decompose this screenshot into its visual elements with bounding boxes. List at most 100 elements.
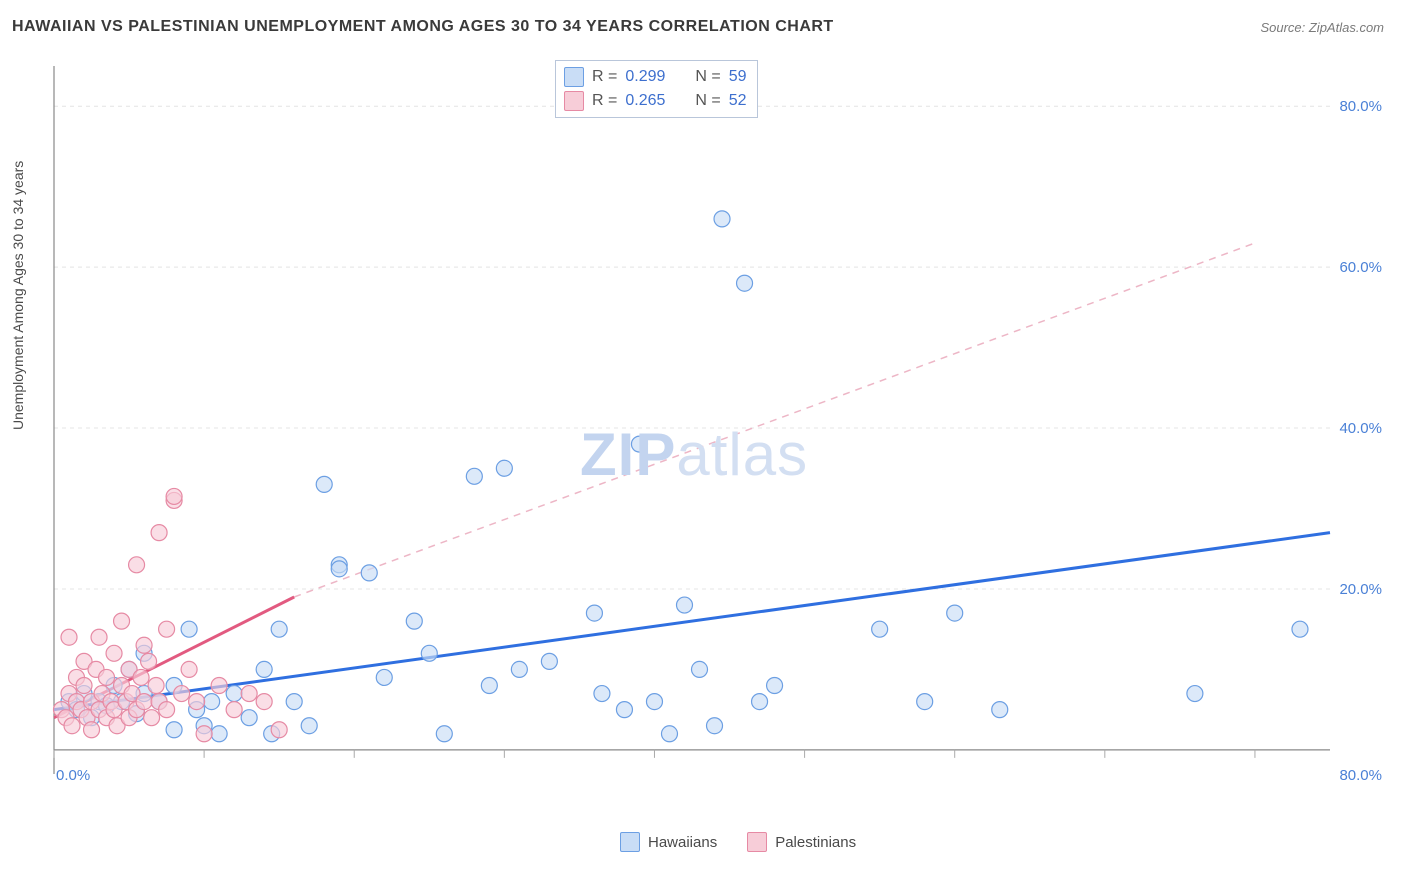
point-hawaiians bbox=[271, 621, 287, 637]
point-hawaiians bbox=[241, 710, 257, 726]
source-label: Source: ZipAtlas.com bbox=[1260, 20, 1384, 35]
point-hawaiians bbox=[226, 686, 242, 702]
point-hawaiians bbox=[496, 460, 512, 476]
point-hawaiians bbox=[204, 694, 220, 710]
point-hawaiians bbox=[646, 694, 662, 710]
point-hawaiians bbox=[1292, 621, 1308, 637]
x-tick-label: 80.0% bbox=[1339, 767, 1382, 784]
legend-series: Hawaiians Palestinians bbox=[620, 832, 856, 852]
point-hawaiians bbox=[1187, 686, 1203, 702]
point-hawaiians bbox=[676, 597, 692, 613]
x-tick-label: 0.0% bbox=[56, 767, 90, 784]
legend-label: Palestinians bbox=[775, 834, 856, 851]
y-axis-label: Unemployment Among Ages 30 to 34 years bbox=[10, 161, 26, 430]
legend-row: R = 0.299 N = 59 bbox=[564, 65, 747, 89]
point-palestinians bbox=[141, 653, 157, 669]
point-hawaiians bbox=[752, 694, 768, 710]
trendline-palestinians-extrapolated bbox=[294, 243, 1255, 597]
legend-r-value: 0.265 bbox=[625, 92, 665, 110]
point-hawaiians bbox=[181, 621, 197, 637]
point-hawaiians bbox=[707, 718, 723, 734]
point-hawaiians bbox=[947, 605, 963, 621]
point-palestinians bbox=[189, 694, 205, 710]
point-hawaiians bbox=[737, 275, 753, 291]
point-hawaiians bbox=[631, 436, 647, 452]
point-hawaiians bbox=[361, 565, 377, 581]
legend-n-label: N = bbox=[695, 92, 720, 110]
point-hawaiians bbox=[481, 678, 497, 694]
point-palestinians bbox=[226, 702, 242, 718]
legend-r-label: R = bbox=[592, 68, 617, 86]
point-hawaiians bbox=[436, 726, 452, 742]
point-hawaiians bbox=[992, 702, 1008, 718]
legend-correlation: R = 0.299 N = 59 R = 0.265 N = 52 bbox=[555, 60, 758, 118]
legend-n-value: 52 bbox=[729, 92, 747, 110]
point-palestinians bbox=[136, 637, 152, 653]
point-palestinians bbox=[84, 722, 100, 738]
point-palestinians bbox=[133, 669, 149, 685]
point-palestinians bbox=[166, 488, 182, 504]
point-hawaiians bbox=[166, 722, 182, 738]
legend-label: Hawaiians bbox=[648, 834, 717, 851]
point-hawaiians bbox=[331, 561, 347, 577]
point-hawaiians bbox=[692, 661, 708, 677]
point-hawaiians bbox=[511, 661, 527, 677]
point-hawaiians bbox=[714, 211, 730, 227]
point-hawaiians bbox=[541, 653, 557, 669]
point-hawaiians bbox=[594, 686, 610, 702]
legend-n-label: N = bbox=[695, 68, 720, 86]
point-palestinians bbox=[114, 613, 130, 629]
y-tick-label: 40.0% bbox=[1339, 420, 1382, 437]
point-palestinians bbox=[91, 629, 107, 645]
point-hawaiians bbox=[466, 468, 482, 484]
legend-r-label: R = bbox=[592, 92, 617, 110]
point-palestinians bbox=[99, 669, 115, 685]
point-palestinians bbox=[61, 629, 77, 645]
legend-item: Hawaiians bbox=[620, 832, 717, 852]
legend-swatch bbox=[747, 832, 767, 852]
point-palestinians bbox=[148, 678, 164, 694]
y-tick-label: 80.0% bbox=[1339, 98, 1382, 115]
point-hawaiians bbox=[767, 678, 783, 694]
point-palestinians bbox=[144, 710, 160, 726]
point-palestinians bbox=[106, 645, 122, 661]
point-palestinians bbox=[271, 722, 287, 738]
legend-row: R = 0.265 N = 52 bbox=[564, 89, 747, 113]
point-hawaiians bbox=[301, 718, 317, 734]
legend-r-value: 0.299 bbox=[625, 68, 665, 86]
point-hawaiians bbox=[872, 621, 888, 637]
point-hawaiians bbox=[211, 726, 227, 742]
point-palestinians bbox=[159, 702, 175, 718]
point-palestinians bbox=[159, 621, 175, 637]
legend-swatch bbox=[620, 832, 640, 852]
point-palestinians bbox=[211, 678, 227, 694]
chart-title: HAWAIIAN VS PALESTINIAN UNEMPLOYMENT AMO… bbox=[12, 18, 834, 35]
legend-item: Palestinians bbox=[747, 832, 856, 852]
point-palestinians bbox=[256, 694, 272, 710]
y-tick-label: 60.0% bbox=[1339, 259, 1382, 276]
point-hawaiians bbox=[421, 645, 437, 661]
scatter-chart: 0.0% 80.0% 20.0% 40.0% 60.0% 80.0% bbox=[50, 58, 1390, 818]
point-palestinians bbox=[64, 718, 80, 734]
point-palestinians bbox=[174, 686, 190, 702]
point-hawaiians bbox=[917, 694, 933, 710]
point-hawaiians bbox=[616, 702, 632, 718]
point-hawaiians bbox=[406, 613, 422, 629]
point-hawaiians bbox=[661, 726, 677, 742]
point-hawaiians bbox=[286, 694, 302, 710]
point-palestinians bbox=[196, 726, 212, 742]
point-palestinians bbox=[136, 694, 152, 710]
point-hawaiians bbox=[316, 476, 332, 492]
point-hawaiians bbox=[376, 669, 392, 685]
legend-swatch bbox=[564, 67, 584, 87]
legend-n-value: 59 bbox=[729, 68, 747, 86]
legend-swatch bbox=[564, 91, 584, 111]
point-palestinians bbox=[241, 686, 257, 702]
point-palestinians bbox=[76, 678, 92, 694]
y-tick-label: 20.0% bbox=[1339, 581, 1382, 598]
point-palestinians bbox=[129, 557, 145, 573]
plot-area: 0.0% 80.0% 20.0% 40.0% 60.0% 80.0% bbox=[50, 58, 1390, 818]
point-palestinians bbox=[181, 661, 197, 677]
point-hawaiians bbox=[256, 661, 272, 677]
point-hawaiians bbox=[586, 605, 602, 621]
